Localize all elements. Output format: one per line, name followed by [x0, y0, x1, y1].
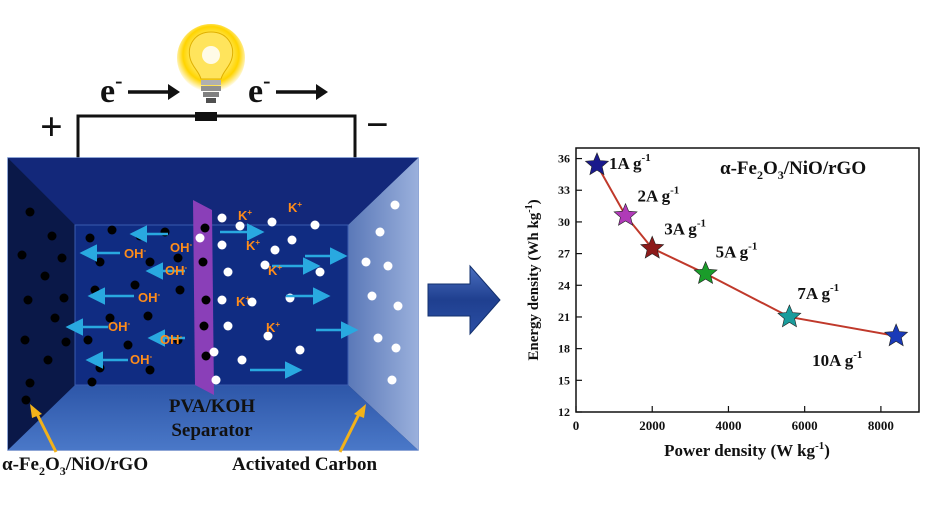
y-axis-ticks: 12 15 18 21 24 27 30 33 36 — [558, 152, 582, 419]
x-tick-label: 4000 — [715, 418, 741, 433]
cell-floor — [8, 385, 418, 450]
ion-label: OH- — [124, 246, 147, 261]
light-bulb-icon — [177, 24, 245, 103]
x-tick-label: 0 — [573, 418, 580, 433]
x-axis-label: Power density (W kg-1) — [664, 440, 830, 460]
supercapacitor-cell: OH- OH- OH- OH- OH- OH- OH- K+ K+ K+ K+ … — [7, 157, 419, 453]
minus-terminal: − — [366, 102, 389, 147]
data-point-star — [640, 235, 665, 259]
ion-label: OH- — [160, 332, 183, 347]
chart-title: α-Fe2O3/NiO/rGO — [720, 158, 866, 182]
ion-label: K+ — [236, 294, 250, 309]
connector-arrow-icon — [427, 264, 501, 336]
y-tick-label: 27 — [558, 247, 570, 261]
cathode-label: Activated Carbon — [232, 454, 378, 475]
x-tick-label: 8000 — [868, 418, 894, 433]
data-point-label: 5A g-1 — [716, 241, 758, 262]
y-tick-label: 21 — [558, 310, 570, 324]
y-tick-label: 30 — [558, 215, 570, 229]
ion-labels: OH- OH- OH- OH- OH- OH- OH- K+ K+ K+ K+ … — [108, 200, 302, 367]
y-tick-label: 36 — [558, 152, 570, 166]
series-markers — [584, 152, 909, 347]
y-tick-label: 18 — [558, 342, 570, 356]
circuit-wire — [76, 114, 357, 158]
y-axis-label: Energy density (Wh kg-1) — [524, 199, 542, 360]
data-point-label: 2A g-1 — [638, 185, 680, 206]
y-tick-label: 12 — [558, 405, 570, 419]
data-point-star — [693, 260, 718, 285]
electron-label-right: e- — [248, 68, 270, 110]
data-point-label: 3A g-1 — [664, 217, 706, 238]
k-ion-arrows — [220, 223, 359, 379]
separator-label-2: Separator — [171, 420, 253, 441]
external-circuit: e- e- + − — [40, 24, 389, 158]
point-labels: 1A g-1 2A g-1 3A g-1 5A g-1 7A g-1 10A g-1 — [609, 152, 862, 370]
ion-label: OH- — [138, 290, 161, 305]
series-line — [596, 164, 897, 337]
data-point-label: 1A g-1 — [609, 152, 651, 173]
anode-pointer-arrow — [34, 411, 58, 453]
ion-label: OH- — [130, 352, 153, 367]
data-point-star — [777, 304, 802, 328]
data-point-label: 7A g-1 — [797, 282, 839, 303]
ion-label: OH- — [165, 263, 188, 278]
cathode-particles — [195, 200, 403, 385]
ion-label: OH- — [170, 240, 193, 255]
ion-label: OH- — [108, 319, 131, 334]
x-tick-label: 6000 — [792, 418, 818, 433]
separator-label-1: PVA/KOH — [169, 396, 255, 417]
y-tick-label: 24 — [558, 278, 570, 292]
data-point-star — [613, 202, 638, 226]
electron-label-left: e- — [100, 68, 122, 110]
cathode-pointer-arrow — [338, 411, 362, 453]
ion-label: K+ — [268, 263, 282, 278]
x-axis-ticks: 0 2000 4000 6000 8000 — [573, 406, 894, 433]
data-point-star — [883, 323, 909, 347]
data-point-star — [584, 152, 610, 176]
ion-label: K+ — [266, 320, 280, 335]
anode-wall — [8, 158, 75, 450]
plot-area — [575, 147, 920, 413]
data-point-label: 10A g-1 — [812, 349, 862, 370]
ion-label: K+ — [288, 200, 302, 215]
energy-power-chart: 0 2000 4000 6000 8000 12 15 18 21 24 27 30 33 36 1A … — [524, 147, 920, 460]
y-tick-label: 15 — [558, 373, 570, 387]
anode-label: α-Fe2O3/NiO/rGO — [2, 454, 148, 478]
cathode-wall — [348, 158, 418, 450]
x-tick-label: 2000 — [639, 418, 665, 433]
ion-label: K+ — [238, 208, 252, 223]
ion-label: K+ — [246, 238, 260, 253]
oh-ion-arrows — [65, 225, 185, 369]
y-tick-label: 33 — [558, 183, 570, 197]
plus-terminal: + — [40, 104, 63, 149]
bulb-terminal — [195, 112, 217, 121]
